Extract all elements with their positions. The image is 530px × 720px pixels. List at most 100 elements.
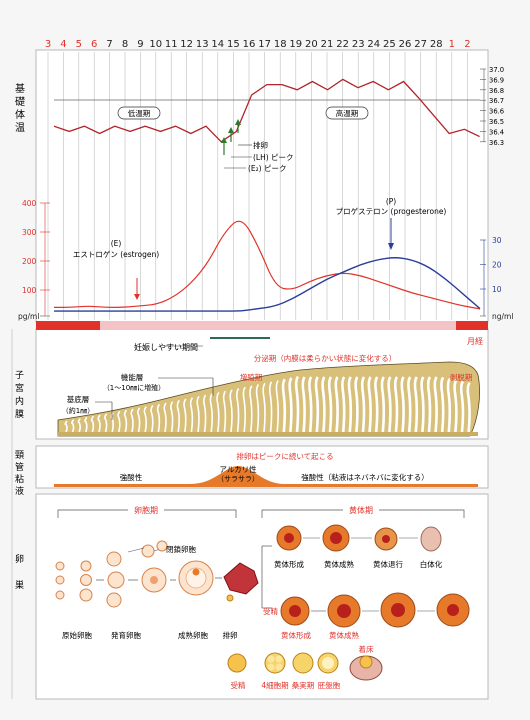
embryo-series [227,652,383,681]
endometrial-gland [387,376,392,433]
progesterone-tick: ng/ml [492,312,513,321]
basal-layer-note: （約1㎜） [62,406,94,415]
day-number: 20 [305,39,318,50]
follicle-arrows [96,545,272,609]
endometrial-gland [433,376,438,433]
four-cell-label: 4細胞期 [261,680,288,690]
endometrial-gland [446,377,452,433]
day-number: 3 [45,39,51,50]
luteinization-label: 黄体形成 [274,559,304,569]
endometrial-gland [156,403,161,433]
endometrial-gland [360,376,366,433]
day-number: 17 [258,39,271,50]
day-number: 13 [196,39,209,50]
fertile-label: 妊娠しやすい期間 [134,342,198,352]
progesterone-tick: 10 [492,285,502,294]
day-number: 23 [352,39,365,50]
endometrial-gland [249,385,253,433]
day-number: 19 [289,39,302,50]
endometrial-gland [229,389,233,433]
cervix-note: 排卵はピークに続いて起こる [236,451,333,461]
day-number: 26 [399,39,412,50]
endometrial-gland [327,376,333,433]
endometrial-gland [117,410,121,433]
luteal-bg [343,504,379,516]
endometrial-gland [294,375,300,433]
day-number: 21 [321,39,334,50]
endometrial-gland [314,376,320,433]
menses-label: 月経 [467,336,483,346]
morula-label: 桑実期 [292,680,315,690]
endometrial-gland [97,414,101,433]
endometrial-gland [459,380,465,433]
endometrial-gland [104,413,108,433]
zygote-label: 受精 [231,680,246,690]
corpus-luteum-bottom-row [280,592,470,628]
day-number: 10 [149,39,162,50]
primordial-label: 原始卵胞 [62,630,92,640]
mature-label: 成熟卵胞 [178,630,208,640]
day-number: 5 [76,39,82,50]
luteal-regression-label: 黄体退行 [373,559,403,569]
cervix-mucus-profile [54,466,478,487]
estrogen-arrow-icon [134,294,140,300]
ovulation-label: 排卵 [223,630,238,640]
endometrial-gland [347,376,353,433]
bbt-scale: 37.0 36.9 36.8 36.7 36.6 36.5 36.4 36.3 [480,66,504,147]
endometrial-gland [64,420,68,433]
bbt-tick: 36.9 [489,76,504,84]
day-number: 8 [122,39,128,50]
acid-left-label: 強酸性 [120,472,143,482]
lh-arrow-icon [228,127,234,133]
endometrial-gland [123,409,128,433]
corpus-luteum-top-row [276,524,442,552]
endometrial-gland [176,399,180,433]
endometrial-gland [367,376,372,433]
estrogen-curve [54,220,481,310]
estrogen-scale: 400 300 200 100 pg/ml [18,199,50,321]
uterus-side-label: 子宮内膜 [15,370,24,420]
day-number: 2 [464,39,470,50]
endometrial-gland [301,376,306,433]
endometrial-gland [236,388,240,433]
alkaline-note: （サラサラ） [217,475,259,483]
endometrial-gland [374,376,379,433]
endometrial-gland [71,419,75,433]
endometrial-gland [413,376,419,433]
day-number: 27 [414,39,427,50]
bbt-tick: 36.6 [489,108,504,116]
menses-bar-start [36,321,100,330]
low-phase-badge [117,106,161,120]
corpus-albicans-label: 白体化 [420,559,443,569]
basal-layer [58,432,478,436]
endometrial-gland [393,376,399,433]
implantation-label: 着床 [359,644,374,654]
high-phase-badge [325,106,369,120]
endometrial-gland [216,391,220,433]
estrogen-tick: 200 [22,257,37,266]
follicular-label: 卵胞期 [134,505,158,515]
endometrial-gland [163,402,167,433]
atretic-follicle [156,540,168,552]
day-number: 16 [243,39,256,50]
bbt-line [53,78,480,143]
estrogen-tick: pg/ml [18,312,39,321]
endometrial-gland [453,379,458,433]
bbt-side-label: 基礎体温 [15,82,25,134]
day-number: 1 [449,39,455,50]
endometrial-gland [203,394,207,433]
progesterone-label: プロゲステロン (progesterone) [336,207,447,216]
day-number: 4 [60,39,66,50]
cervix-side-label: 頸管粘液 [15,450,24,497]
bbt-tick: 36.3 [489,139,504,147]
endometrial-gland [84,416,88,433]
endometrium-glands [64,375,471,433]
endometrial-gland [281,378,287,433]
bbt-tick: 36.5 [489,118,504,126]
day-number: 11 [165,39,178,50]
day-number: 6 [91,39,97,50]
fertilized-label: 受精 [263,606,278,616]
acid-right-label: 強酸性（粘液はネバネバに変化する） [301,472,429,482]
day-number: 7 [106,39,112,50]
bbt-tick: 36.4 [489,128,504,136]
